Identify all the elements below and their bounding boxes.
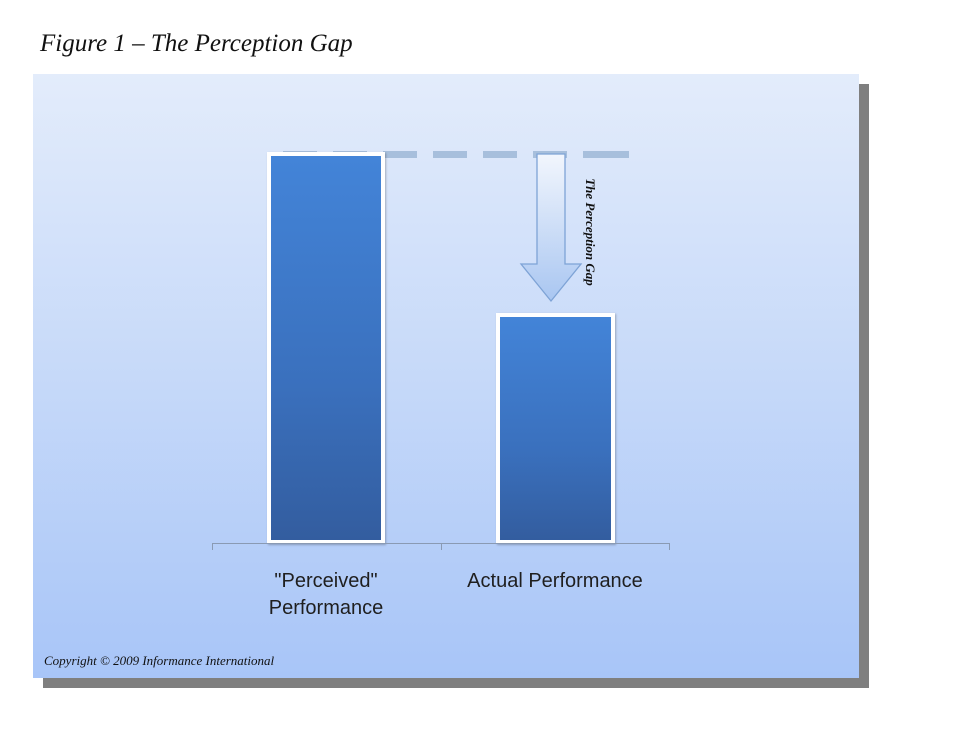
copyright-notice: Copyright © 2009 Informance Internationa… <box>44 653 275 668</box>
category-label-line: Performance <box>268 597 384 619</box>
figure-title: Figure 1 – The Perception Gap <box>40 30 353 57</box>
category-label-line: "Perceived" <box>274 570 378 592</box>
perception-gap-label: The Perception Gap <box>583 178 598 286</box>
x-axis-tick <box>212 543 213 550</box>
down-arrow-icon <box>519 153 583 303</box>
chart-panel <box>33 74 859 678</box>
category-label-perceived: "Perceived" Performance <box>240 568 412 622</box>
x-axis-tick <box>669 543 670 550</box>
x-axis-tick <box>441 543 442 550</box>
bar-perceived-performance <box>267 152 385 544</box>
bar-actual-performance <box>496 313 615 544</box>
category-label-line: Actual Performance <box>467 570 643 592</box>
category-label-actual: Actual Performance <box>440 568 670 595</box>
